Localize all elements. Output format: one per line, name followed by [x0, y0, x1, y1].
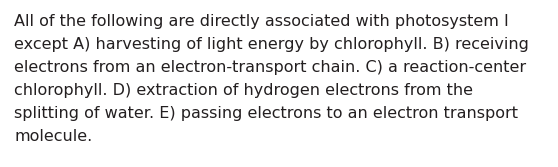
Text: molecule.: molecule. — [14, 129, 92, 144]
Text: chlorophyll. D) extraction of hydrogen electrons from the: chlorophyll. D) extraction of hydrogen e… — [14, 83, 473, 98]
Text: electrons from an electron-transport chain. C) a reaction-center: electrons from an electron-transport cha… — [14, 60, 526, 75]
Text: except A) harvesting of light energy by chlorophyll. B) receiving: except A) harvesting of light energy by … — [14, 37, 529, 52]
Text: splitting of water. E) passing electrons to an electron transport: splitting of water. E) passing electrons… — [14, 106, 518, 121]
Text: All of the following are directly associated with photosystem I: All of the following are directly associ… — [14, 14, 509, 29]
